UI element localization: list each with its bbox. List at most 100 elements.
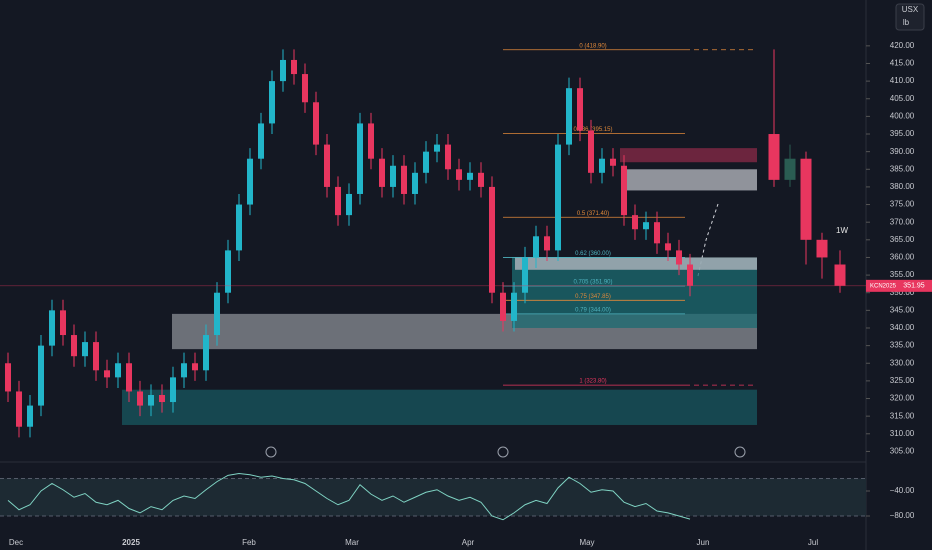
candle-body xyxy=(511,292,517,321)
candle-body xyxy=(784,158,796,180)
candle-body xyxy=(49,310,55,346)
candle-body xyxy=(5,363,11,392)
candle-body xyxy=(566,88,572,145)
fib-label: 0.62 (360.00) xyxy=(575,251,611,257)
y-tick-label: 375.00 xyxy=(890,200,915,209)
zone xyxy=(122,389,757,425)
x-tick-label: Feb xyxy=(242,538,256,547)
candle-body xyxy=(192,363,198,371)
candle-body xyxy=(434,144,440,152)
y-tick-label: 320.00 xyxy=(890,394,915,403)
candle-body xyxy=(676,250,682,265)
candle-body xyxy=(148,394,154,406)
candle-body xyxy=(390,165,396,187)
y-tick-label: 340.00 xyxy=(890,323,915,332)
currency-box[interactable] xyxy=(895,3,925,31)
candle-body xyxy=(346,193,352,216)
y-tick-label: 410.00 xyxy=(890,76,915,85)
price-axis-bg xyxy=(866,0,932,550)
candle-body xyxy=(577,88,583,131)
candle-body xyxy=(478,172,484,187)
fib-label: 0.5 (371.40) xyxy=(577,211,609,217)
candle-body xyxy=(599,158,605,173)
candle-body xyxy=(834,264,846,286)
y-tick-label: 380.00 xyxy=(890,182,915,191)
osc-tick-label: −40.00 xyxy=(890,486,915,495)
y-tick-label: 365.00 xyxy=(890,235,915,244)
y-tick-label: 335.00 xyxy=(890,341,915,350)
scroll-icon[interactable] xyxy=(265,446,277,458)
y-tick-label: 325.00 xyxy=(890,376,915,385)
candle-body xyxy=(225,250,231,293)
y-tick-label: 355.00 xyxy=(890,270,915,279)
candle-body xyxy=(423,151,429,173)
y-tick-label: 315.00 xyxy=(890,411,915,420)
candle-body xyxy=(768,134,780,180)
candle-body xyxy=(302,74,308,103)
candle-body xyxy=(456,169,462,180)
y-tick-label: 370.00 xyxy=(890,217,915,226)
candle-body xyxy=(247,158,253,205)
candle-body xyxy=(324,144,330,187)
candle-body xyxy=(357,123,363,194)
candle-body xyxy=(588,130,594,173)
x-tick-label: Jul xyxy=(808,538,818,547)
scroll-icon[interactable] xyxy=(497,446,509,458)
y-tick-label: 420.00 xyxy=(890,41,915,50)
x-tick-label: 2025 xyxy=(122,538,140,547)
x-tick-label: May xyxy=(579,538,594,547)
candle-body xyxy=(379,158,385,187)
candle-body xyxy=(115,363,121,378)
candle-body xyxy=(104,370,110,378)
candle-body xyxy=(610,158,616,166)
candle-body xyxy=(291,59,297,75)
candle-body xyxy=(335,186,341,216)
osc-line xyxy=(7,472,691,521)
candle-body xyxy=(170,377,176,403)
y-tick-label: 360.00 xyxy=(890,253,915,262)
y-tick-label: 395.00 xyxy=(890,129,915,138)
candle-body xyxy=(621,165,627,216)
candle-body xyxy=(368,123,374,159)
y-tick-label: 400.00 xyxy=(890,111,915,120)
candle-body xyxy=(269,81,275,124)
candle-body xyxy=(467,172,473,180)
candle-body xyxy=(800,158,812,240)
candle-body xyxy=(544,236,550,251)
candle-body xyxy=(643,222,649,230)
scroll-icon[interactable] xyxy=(734,446,746,458)
interval-label: 1W xyxy=(836,226,848,235)
candle-body xyxy=(203,335,209,371)
fib-label: 0.236 (395.15) xyxy=(573,127,612,133)
fib-label: 0.75 (347.85) xyxy=(575,294,611,300)
fib-label: 0 (418.90) xyxy=(579,43,606,49)
y-tick-label: 390.00 xyxy=(890,147,915,156)
candle-body xyxy=(71,335,77,357)
x-tick-label: Jun xyxy=(697,538,710,547)
y-tick-label: 330.00 xyxy=(890,358,915,367)
candle-body xyxy=(654,222,660,244)
candle-body xyxy=(500,292,506,321)
symbol-label: KCN2025 xyxy=(870,283,897,289)
currency: USX xyxy=(902,5,919,14)
y-tick-label: 350.00 xyxy=(890,288,915,297)
candle-body xyxy=(489,186,495,293)
candle-body xyxy=(181,363,187,378)
candle-body xyxy=(258,123,264,159)
candle-body xyxy=(533,236,539,258)
y-tick-label: 415.00 xyxy=(890,59,915,68)
candle-body xyxy=(137,391,143,406)
candle-body xyxy=(401,165,407,194)
candle-body xyxy=(816,239,828,258)
y-tick-label: 385.00 xyxy=(890,164,915,173)
candle-body xyxy=(412,172,418,194)
candle-body xyxy=(93,342,99,371)
fib-label: 1 (323.80) xyxy=(579,379,606,385)
candle-body xyxy=(159,394,165,403)
candle-body xyxy=(280,59,286,82)
candle-body xyxy=(214,292,220,336)
osc-tick-label: −80.00 xyxy=(890,511,915,520)
y-tick-label: 345.00 xyxy=(890,305,915,314)
fib-label: 0.79 (344.00) xyxy=(575,307,611,313)
